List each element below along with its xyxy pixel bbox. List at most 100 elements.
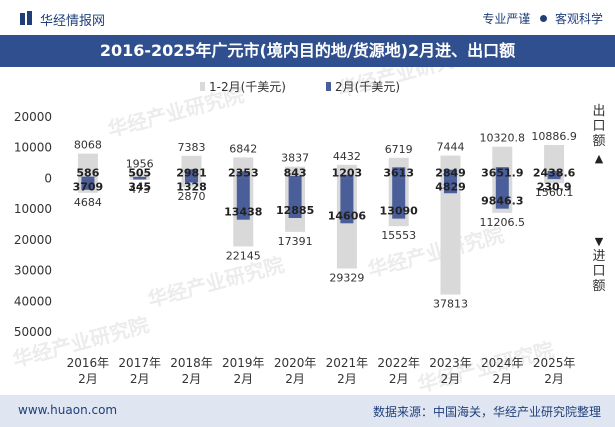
label-monthly-import: 4829 <box>435 180 466 193</box>
label-cumulative-import: 15553 <box>381 229 416 242</box>
label-cumulative-export: 10320.8 <box>480 132 526 145</box>
label-cumulative-import: 11206.5 <box>480 216 526 229</box>
x-tick-label-month: 2月 <box>285 372 305 386</box>
x-tick-label-year: 2025年 <box>533 356 576 370</box>
label-monthly-export: 3651.9 <box>481 166 523 179</box>
bar-cumulative-import <box>181 178 202 188</box>
label-cumulative-export: 10886.9 <box>531 130 577 143</box>
right-label-import-char: 进 <box>592 249 605 264</box>
y-tick-label: 0 <box>44 171 52 185</box>
label-monthly-import: 14606 <box>328 209 367 222</box>
bar-monthly-export <box>547 170 561 179</box>
y-tick-label: 20000 <box>14 233 52 247</box>
bar-cumulative-import <box>544 178 565 184</box>
bar-monthly-export <box>392 167 406 179</box>
bar-cumulative-import <box>440 178 461 295</box>
bar-cumulative-export <box>129 172 150 179</box>
label-cumulative-import: 37813 <box>433 298 468 311</box>
right-label-export-char: 额 <box>592 134 605 149</box>
label-monthly-export: 505 <box>128 166 151 179</box>
label-monthly-import: 13090 <box>380 205 419 218</box>
label-cumulative-import: 2870 <box>178 190 206 203</box>
label-cumulative-export: 1956 <box>126 157 154 170</box>
y-tick-label: 10000 <box>14 202 52 216</box>
label-monthly-export: 843 <box>284 166 307 179</box>
arrow-up-icon: ▲ <box>595 152 604 165</box>
label-cumulative-export: 3837 <box>281 152 309 165</box>
x-tick-label-month: 2月 <box>130 372 150 386</box>
x-tick-label-month: 2月 <box>182 372 202 386</box>
tagline-2: 客观科学 <box>554 12 603 26</box>
label-cumulative-export: 6842 <box>229 142 257 155</box>
label-cumulative-export: 6719 <box>385 143 413 156</box>
bar-monthly-export <box>81 176 95 179</box>
bar-cumulative-export <box>285 166 306 179</box>
bar-cumulative-export <box>544 144 565 179</box>
logo-icon <box>20 11 32 25</box>
label-monthly-export: 2849 <box>435 166 466 179</box>
bar-monthly-import <box>81 178 95 190</box>
x-tick-label-year: 2016年 <box>67 356 110 370</box>
x-tick-label-month: 2月 <box>441 372 461 386</box>
bar-monthly-export <box>340 174 354 179</box>
label-cumulative-export: 8068 <box>74 139 102 152</box>
right-label-import-char: 口 <box>592 264 605 279</box>
label-monthly-import: 1328 <box>176 180 207 193</box>
bar-monthly-import <box>495 178 509 209</box>
x-tick-label-year: 2020年 <box>274 356 317 370</box>
x-tick-label-year: 2019年 <box>222 356 265 370</box>
bar-monthly-import <box>288 178 302 219</box>
label-monthly-export: 2353 <box>228 166 259 179</box>
x-tick-label-year: 2018年 <box>170 356 213 370</box>
label-cumulative-export: 7444 <box>437 141 465 154</box>
label-monthly-import: 3709 <box>73 180 104 193</box>
label-monthly-import: 13438 <box>224 206 262 219</box>
label-cumulative-import: 22145 <box>226 249 261 262</box>
dot-icon <box>540 15 548 22</box>
tagline-1: 专业严谨 <box>482 12 531 26</box>
chart-title: 2016-2025年广元市(境内目的地/货源地)2月进、出口额 <box>0 35 615 67</box>
legend-label-monthly: 2月(千美元) <box>335 80 400 94</box>
bar-monthly-import <box>547 178 561 180</box>
label-cumulative-import: 4684 <box>74 196 102 209</box>
label-monthly-import: 345 <box>128 180 151 193</box>
label-cumulative-import: 473 <box>129 183 150 196</box>
label-monthly-export: 2438.6 <box>533 166 576 179</box>
x-tick-label-month: 2月 <box>233 372 253 386</box>
website-url[interactable]: www.huaon.com <box>18 403 118 417</box>
label-monthly-import: 9846.3 <box>481 195 523 208</box>
bar-monthly-import <box>185 178 198 183</box>
data-source: 数据来源：中国海关，华经产业研究院整理 <box>372 405 601 419</box>
x-tick-label-month: 2月 <box>544 372 564 386</box>
legend-label-cumulative: 1-2月(千美元) <box>209 80 286 94</box>
legend-swatch-monthly <box>326 82 331 91</box>
bar-monthly-import <box>236 178 250 220</box>
label-monthly-export: 1203 <box>332 166 363 179</box>
x-tick-label-year: 2017年 <box>118 356 161 370</box>
label-monthly-import: 12885 <box>276 204 314 217</box>
label-monthly-export: 3613 <box>383 166 414 179</box>
top-bar: 华经情报网 专业严谨 客观科学 <box>0 0 615 35</box>
label-cumulative-import: 29329 <box>329 272 364 285</box>
x-tick-label-month: 2月 <box>389 372 409 386</box>
bar-monthly-import <box>392 178 406 219</box>
right-label-export-char: 口 <box>592 119 605 134</box>
bar-monthly-export <box>444 169 457 179</box>
label-monthly-export: 586 <box>76 166 99 179</box>
bar-monthly-export <box>288 175 302 179</box>
watermark-text: 华经产业研究院 <box>145 252 286 311</box>
y-tick-label: 20000 <box>14 110 52 124</box>
y-tick-label: 10000 <box>14 141 52 155</box>
x-tick-label-month: 2月 <box>78 372 98 386</box>
label-cumulative-export: 7383 <box>178 141 206 154</box>
x-tick-label-year: 2023年 <box>429 356 472 370</box>
label-cumulative-import: 1560.1 <box>535 186 574 199</box>
x-tick-label-year: 2021年 <box>326 356 369 370</box>
legend-swatch-cumulative <box>200 82 205 91</box>
label-cumulative-import: 17391 <box>278 235 313 248</box>
x-tick-label-month: 2月 <box>492 372 512 386</box>
x-tick-label-year: 2022年 <box>377 356 420 370</box>
bar-monthly-export <box>185 169 198 179</box>
x-tick-label-year: 2024年 <box>481 356 524 370</box>
chart-area: 华经产业研究院华经产业研究院华经产业研究院华经产业研究院华经产业研究院华经产业研… <box>10 67 605 395</box>
